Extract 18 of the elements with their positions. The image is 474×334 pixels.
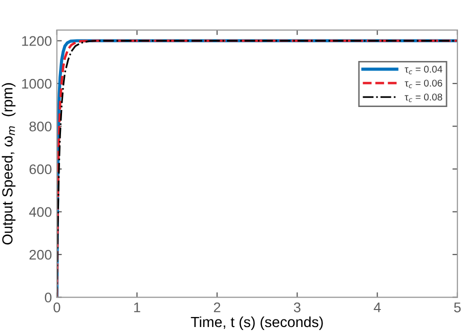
legend-label: τ$_{c}$ = 0.08 [404,94,442,102]
legend-label: τ$_{c}$ = 0.06 [404,80,442,88]
x-tick-label: 5 [454,302,461,312]
legend-label: τ$_{c}$ = 0.04 [404,66,442,74]
x-tick-label: 4 [374,302,381,312]
y-tick-label: 200 [30,250,52,260]
y-axis-title: Output Speed, ω$_{m}$ (rpm) [2,83,16,244]
y-tick-label: 800 [29,122,52,132]
y-tick-label: 600 [30,164,52,174]
x-tick-label: 2 [214,302,220,312]
x-tick-label: 3 [294,302,300,312]
y-tick-label: 0 [44,292,52,302]
y-tick-label: 1000 [22,78,52,89]
y-tick-label: 1200 [22,36,52,46]
x-axis-title: Time, t (s) (seconds) [190,316,323,330]
y-tick-label: 400 [29,207,52,217]
x-tick-label: 1 [134,302,140,312]
x-tick-label: 0 [54,302,60,312]
